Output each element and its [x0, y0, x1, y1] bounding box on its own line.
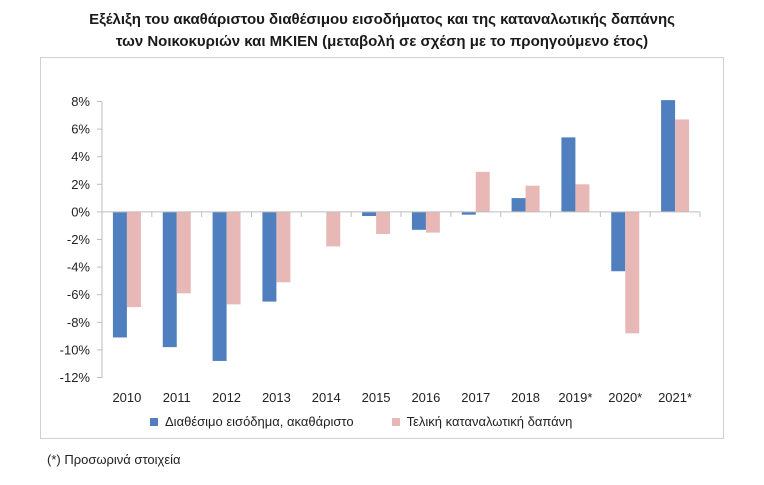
x-tick-label: 2021* [658, 390, 692, 405]
consumption-bar-2017 [475, 171, 490, 212]
y-tick-label: 4% [71, 149, 90, 164]
income-bar-2010 [112, 211, 127, 338]
consumption-bar-2019 [575, 184, 590, 212]
x-tick-label: 2020* [608, 390, 642, 405]
income-bar-2021 [661, 100, 676, 212]
chart-title: Εξέλιξη του ακαθάριστου διαθέσιμου εισοδ… [0, 9, 764, 53]
y-tick-label: -8% [67, 315, 91, 330]
chart-title-line-2: των Νοικοκυριών και ΜΚΙΕΝ (μεταβολή σε σ… [115, 33, 649, 50]
y-tick-label: -12% [60, 370, 91, 385]
consumption-bar-2010 [126, 211, 141, 308]
consumption-bar-2021 [675, 119, 690, 212]
y-tick-label: -6% [67, 287, 91, 302]
legend-label-consumption: Τελική καταναλωτική δαπάνη [406, 414, 573, 429]
consumption-bar-2014 [326, 211, 341, 247]
x-tick-label: 2018 [511, 390, 540, 405]
y-tick-label: 0% [71, 204, 90, 219]
bars [112, 100, 690, 361]
legend-swatch-consumption [391, 417, 400, 426]
consumption-bar-2011 [176, 211, 191, 294]
consumption-bar-2018 [525, 185, 540, 212]
x-tick-label: 2014 [312, 390, 341, 405]
income-bar-2020 [611, 211, 626, 272]
y-tick-label: 8% [71, 94, 90, 109]
x-tick-label: 2012 [212, 390, 241, 405]
income-bar-2019 [561, 137, 576, 212]
income-bar-2013 [262, 211, 277, 302]
x-tick-label: 2015 [362, 390, 391, 405]
y-tick-label: 2% [71, 177, 90, 192]
chart-title-line-1: Εξέλιξη του ακαθάριστου διαθέσιμου εισοδ… [89, 11, 675, 28]
legend-swatch-income [150, 417, 158, 426]
consumption-bar-2013 [276, 211, 291, 283]
consumption-bar-2015 [376, 211, 391, 234]
income-bar-2015 [362, 211, 377, 217]
income-bar-2011 [162, 211, 177, 348]
x-axis: 2010 2011 2012 2013 2014 2015 2016 2017 2018 2019… [101, 211, 701, 405]
y-tick-label: -2% [67, 232, 91, 247]
x-tick-label: 2019* [558, 390, 592, 405]
y-axis: 8% 6% 4% 2% 0% -2% -4% -6% -8% -10% -12% [60, 94, 103, 385]
legend-item-consumption: Τελική καταναλωτική δαπάνη [391, 414, 573, 429]
income-bar-2016 [411, 211, 426, 230]
consumption-bar-2020 [625, 211, 640, 334]
x-tick-label: 2017 [461, 390, 490, 405]
income-bar-2018 [511, 198, 526, 212]
consumption-bar-2016 [425, 211, 440, 233]
x-tick-label: 2011 [163, 390, 191, 405]
y-tick-label: -10% [60, 342, 91, 357]
income-bar-2017 [461, 211, 476, 215]
legend-item-income: Διαθέσιμο εισόδημα, ακαθάριστο [150, 414, 354, 429]
x-tick-label: 2010 [112, 390, 141, 405]
legend-label-income: Διαθέσιμο εισόδημα, ακαθάριστο [165, 414, 354, 429]
x-tick-label: 2013 [262, 390, 291, 405]
footnote: (*) Προσωρινά στοιχεία [47, 452, 181, 467]
income-bar-2012 [212, 211, 227, 361]
chart-area-frame [40, 57, 724, 439]
legend: Διαθέσιμο εισόδημα, ακαθάριστο Τελική κα… [150, 414, 610, 429]
consumption-bar-2012 [226, 211, 241, 305]
y-tick-label: 6% [71, 122, 90, 137]
x-tick-label: 2016 [411, 390, 440, 405]
y-tick-label: -4% [67, 260, 91, 275]
